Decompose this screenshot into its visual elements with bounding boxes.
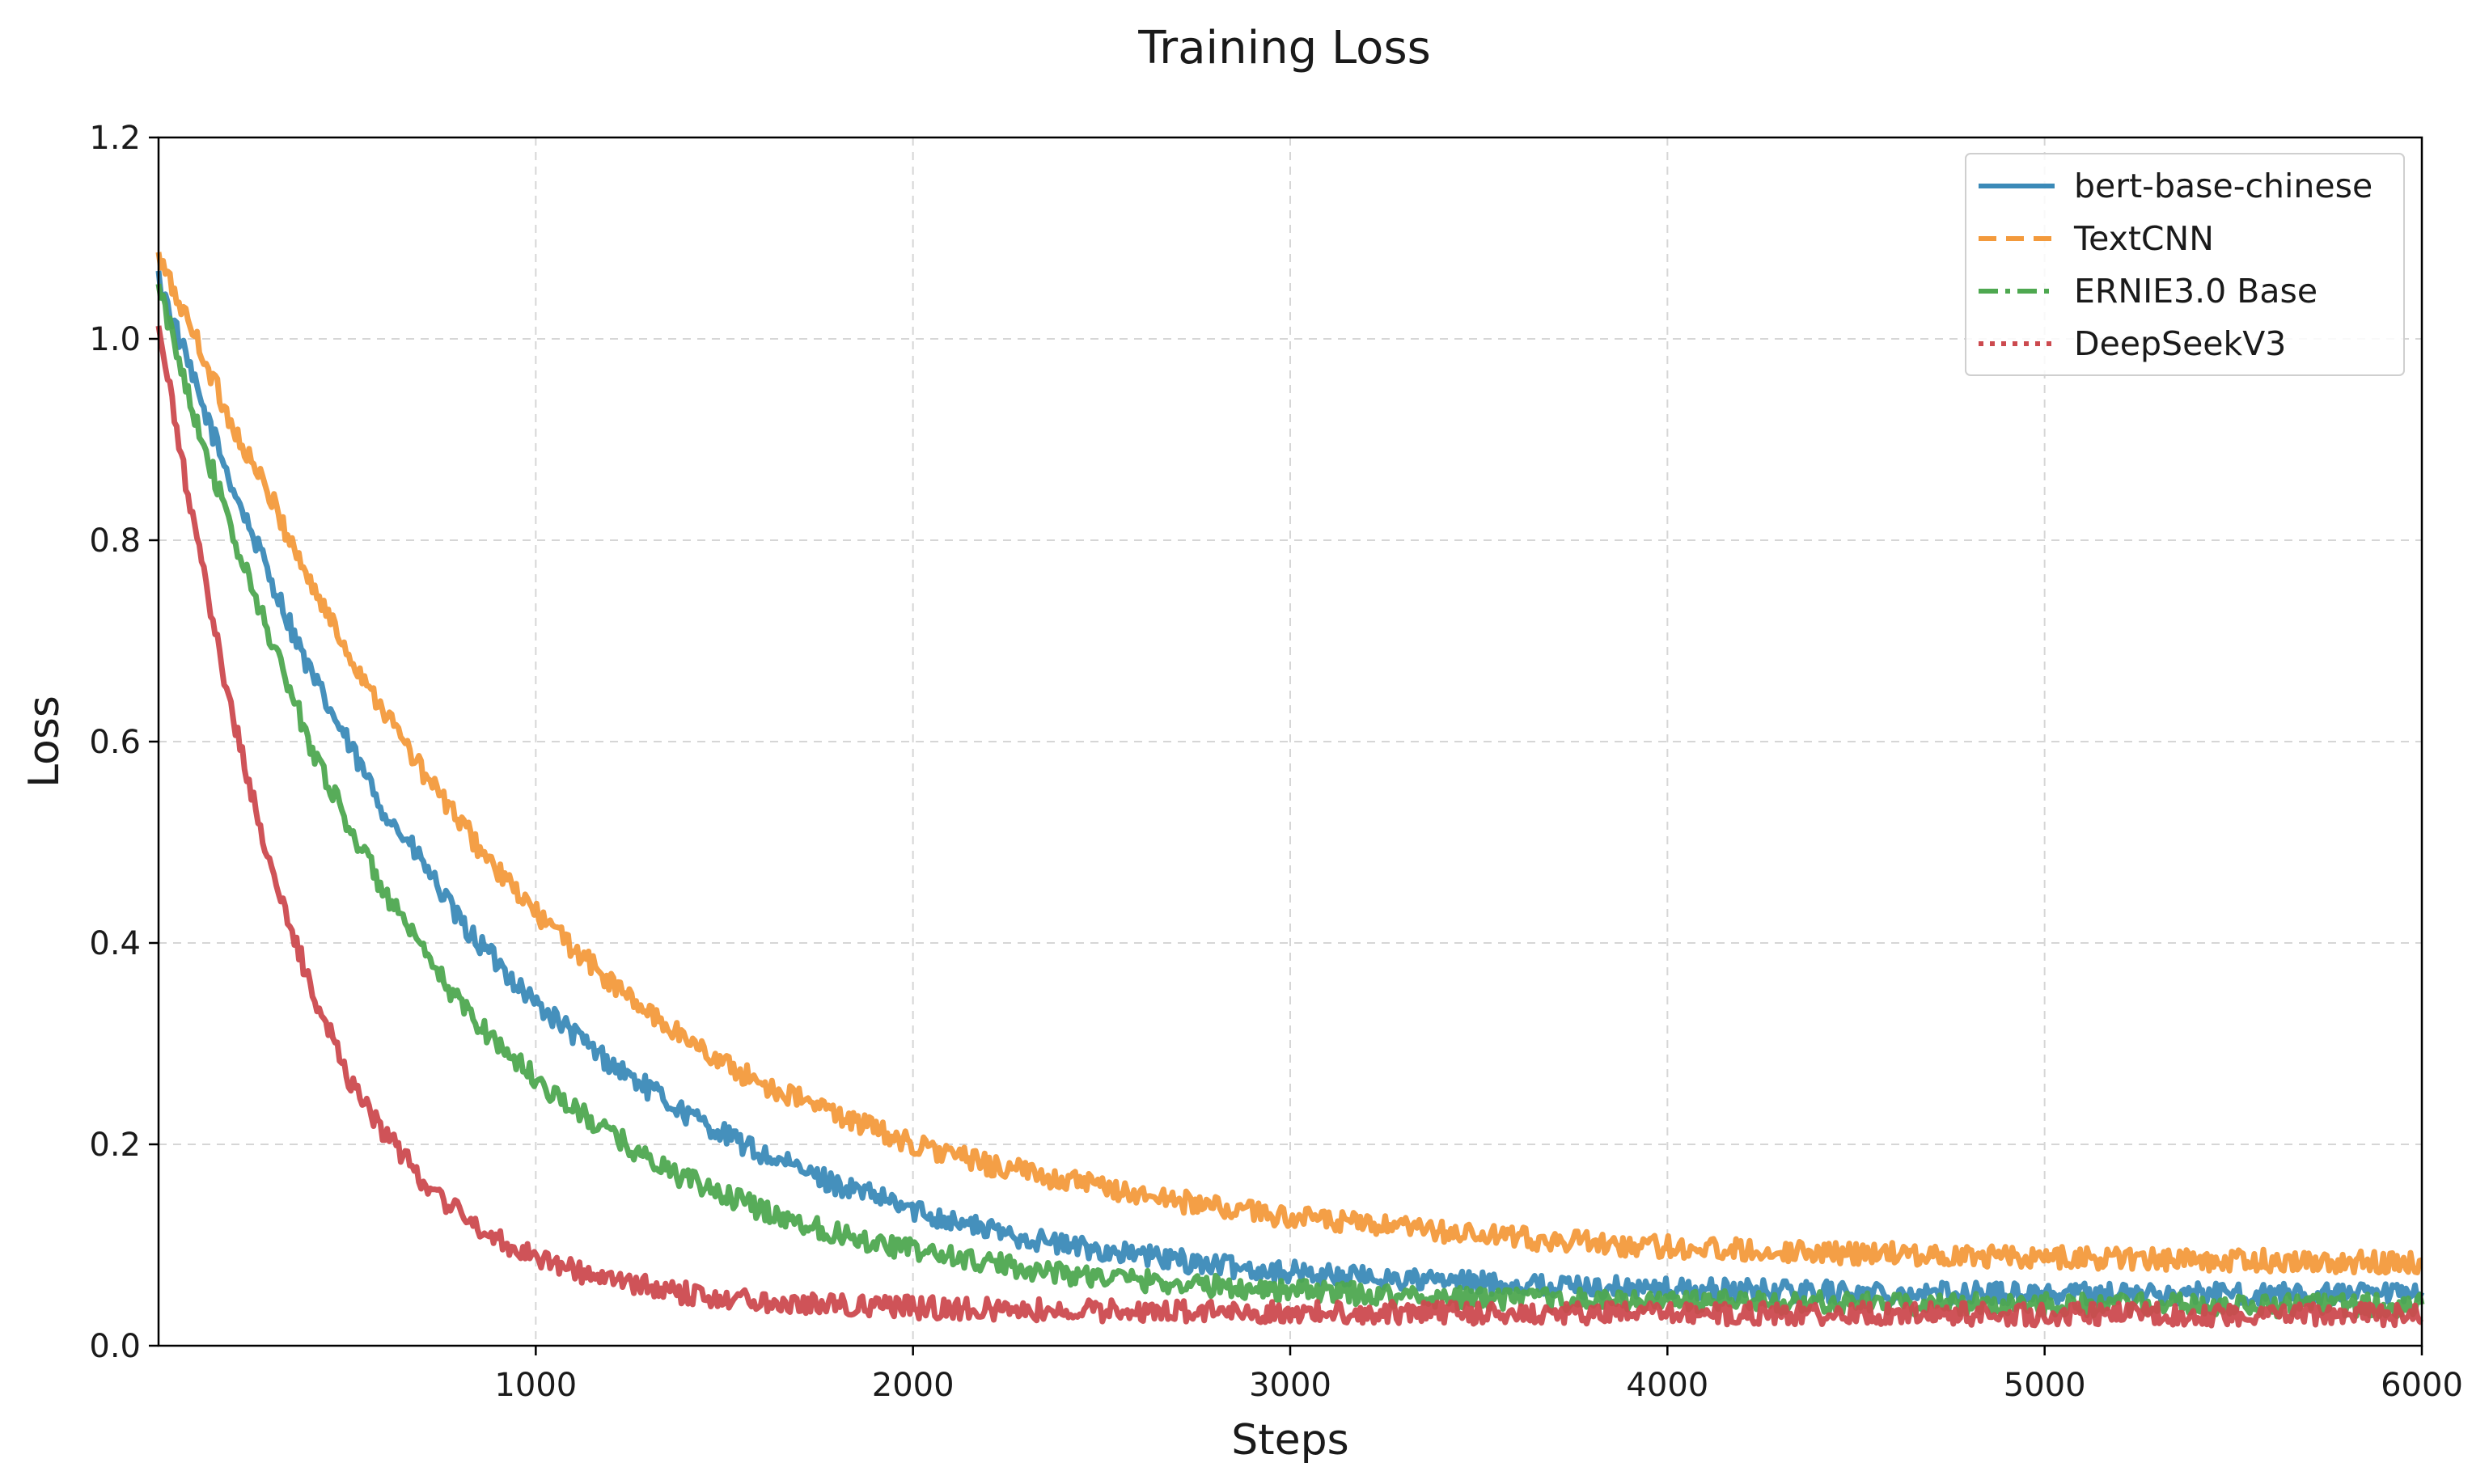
- x-axis-label: Steps: [1231, 1416, 1349, 1465]
- chart-container: 1000 2000 3000 4000 5000 6000 0.0 0.2 0.4 0.6 0.8…: [0, 0, 2472, 1481]
- x-tick-label: 5000: [2004, 1367, 2086, 1404]
- legend: bert-base-chinese TextCNN ERNIE3.0 Base Dee…: [1966, 154, 2404, 375]
- x-tick-label: 3000: [1249, 1367, 1331, 1404]
- y-tick-label: 0.6: [89, 724, 141, 761]
- legend-label: bert-base-chinese: [2074, 167, 2373, 205]
- y-tick-label: 1.0: [89, 321, 141, 358]
- chart-title: Training Loss: [1137, 22, 1431, 74]
- y-tick-label: 0.8: [89, 522, 141, 560]
- y-axis-label: Loss: [20, 695, 69, 788]
- legend-label: DeepSeekV3: [2074, 324, 2286, 363]
- legend-label: TextCNN: [2073, 219, 2214, 258]
- y-tick-label: 0.2: [89, 1127, 141, 1164]
- x-tick-label: 1000: [494, 1367, 577, 1404]
- y-tick-label: 0.0: [89, 1328, 141, 1365]
- y-tick-label: 1.2: [89, 120, 141, 157]
- x-tick-label: 4000: [1626, 1367, 1708, 1404]
- x-tick-label: 6000: [2381, 1367, 2463, 1404]
- line-chart: 1000 2000 3000 4000 5000 6000 0.0 0.2 0.4 0.6 0.8…: [0, 0, 2472, 1481]
- legend-label: ERNIE3.0 Base: [2074, 272, 2318, 311]
- y-tick-label: 0.4: [89, 925, 141, 962]
- x-tick-label: 2000: [872, 1367, 955, 1404]
